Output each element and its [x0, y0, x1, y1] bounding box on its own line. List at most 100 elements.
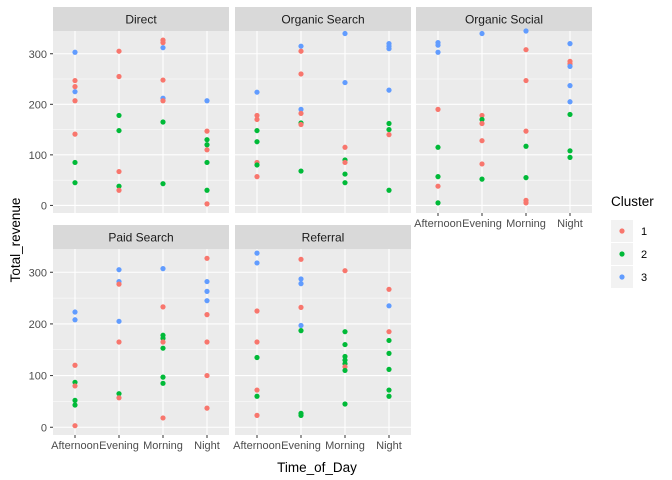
strip-label-paid-search: Paid Search — [108, 231, 173, 245]
point-organic-search-evening-cluster-1 — [298, 110, 304, 117]
strip-background — [53, 7, 229, 31]
point-referral-evening-cluster-3 — [298, 276, 304, 282]
point-referral-morning-cluster-2 — [342, 329, 348, 335]
x-tick-label-morning: Morning — [506, 218, 546, 230]
point-paid-search-morning-cluster-1 — [160, 339, 166, 345]
point-direct-afternoon-cluster-1 — [72, 131, 78, 137]
point-referral-evening-cluster-3 — [298, 322, 304, 329]
point-organic-search-evening-cluster-1 — [298, 71, 304, 77]
point-paid-search-night-cluster-3 — [204, 298, 210, 304]
x-tick-label-afternoon: Afternoon — [51, 440, 99, 452]
point-organic-social-night-cluster-2 — [567, 148, 573, 154]
y-tick-label: 300 — [29, 267, 47, 279]
x-tick-label-night: Night — [376, 440, 402, 452]
point-direct-morning-cluster-2 — [160, 181, 166, 187]
point-direct-evening-cluster-2 — [116, 127, 122, 134]
point-direct-afternoon-cluster-2 — [72, 180, 78, 186]
point-organic-search-afternoon-cluster-2 — [254, 139, 260, 145]
panel-background — [53, 249, 229, 435]
point-organic-social-afternoon-cluster-3 — [435, 42, 441, 48]
panel-background — [416, 31, 592, 213]
x-tick-label-night: Night — [557, 218, 583, 230]
x-tick-label-evening: Evening — [99, 440, 139, 452]
point-organic-search-afternoon-cluster-2 — [254, 162, 260, 168]
y-tick-label: 0 — [41, 422, 47, 434]
legend-label-1: 1 — [641, 226, 647, 238]
point-referral-night-cluster-2 — [386, 366, 392, 372]
panel-background — [235, 31, 411, 213]
point-organic-search-afternoon-cluster-3 — [254, 89, 260, 95]
point-direct-afternoon-cluster-2 — [72, 159, 78, 166]
point-organic-social-evening-cluster-3 — [479, 30, 485, 37]
point-organic-search-afternoon-cluster-2 — [254, 127, 260, 134]
point-organic-social-night-cluster-3 — [567, 63, 573, 69]
point-organic-social-night-cluster-3 — [567, 41, 573, 47]
x-tick-label-evening: Evening — [281, 440, 321, 452]
point-direct-morning-cluster-1 — [160, 98, 166, 104]
point-organic-search-morning-cluster-1 — [342, 144, 348, 150]
legend-key-2 — [619, 251, 625, 257]
point-paid-search-morning-cluster-2 — [160, 380, 166, 386]
panel-background — [235, 249, 411, 435]
legend-entry-2: 2 — [611, 243, 647, 265]
point-paid-search-night-cluster-1 — [204, 255, 210, 261]
point-paid-search-afternoon-cluster-1 — [72, 383, 78, 389]
point-paid-search-night-cluster-3 — [204, 288, 210, 294]
y-tick-label: 200 — [29, 99, 47, 111]
point-direct-night-cluster-2 — [204, 137, 210, 143]
point-referral-evening-cluster-3 — [298, 281, 304, 287]
point-organic-search-night-cluster-2 — [386, 120, 392, 127]
point-direct-evening-cluster-1 — [116, 187, 122, 193]
point-paid-search-night-cluster-3 — [204, 278, 210, 285]
point-organic-search-afternoon-cluster-1 — [254, 116, 260, 123]
point-direct-afternoon-cluster-1 — [72, 98, 78, 104]
point-direct-afternoon-cluster-1 — [72, 77, 78, 84]
strip-label-organic-search: Organic Search — [281, 13, 364, 27]
y-tick-label: 100 — [29, 371, 47, 383]
strip-background — [53, 225, 229, 249]
point-referral-morning-cluster-1 — [342, 364, 348, 370]
x-tick-label-afternoon: Afternoon — [233, 440, 281, 452]
x-tick-label-evening: Evening — [462, 218, 502, 230]
point-referral-morning-cluster-2 — [342, 401, 348, 407]
strip-label-referral: Referral — [302, 231, 345, 245]
x-axis-title: Time_of_Day — [277, 460, 357, 475]
point-organic-search-morning-cluster-3 — [342, 30, 348, 37]
point-referral-night-cluster-2 — [386, 393, 392, 399]
panel-paid-search: Paid Search 0 100 200 300 Afternoon Evening Mor… — [29, 225, 229, 452]
point-direct-morning-cluster-2 — [160, 119, 166, 125]
point-referral-morning-cluster-2 — [342, 341, 348, 348]
point-paid-search-afternoon-cluster-2 — [72, 379, 78, 385]
point-organic-social-morning-cluster-1 — [523, 128, 529, 134]
point-organic-social-afternoon-cluster-1 — [435, 106, 441, 112]
point-organic-social-afternoon-cluster-1 — [435, 183, 441, 189]
point-paid-search-afternoon-cluster-1 — [72, 423, 78, 429]
legend-entry-3: 3 — [611, 266, 647, 288]
point-direct-night-cluster-2 — [204, 159, 210, 166]
point-paid-search-evening-cluster-1 — [116, 281, 122, 287]
point-direct-night-cluster-2 — [204, 142, 210, 148]
point-direct-morning-cluster-3 — [160, 45, 166, 51]
point-direct-afternoon-cluster-3 — [72, 49, 78, 55]
point-paid-search-evening-cluster-3 — [116, 267, 122, 273]
point-paid-search-morning-cluster-2 — [160, 335, 166, 341]
panel-organic-social: Organic Social Afternoon Evening Morning Nig… — [414, 7, 592, 230]
point-paid-search-afternoon-cluster-3 — [72, 309, 78, 315]
point-organic-social-morning-cluster-1 — [523, 200, 529, 206]
point-referral-night-cluster-2 — [386, 387, 392, 393]
point-referral-night-cluster-2 — [386, 337, 392, 344]
point-organic-social-evening-cluster-2 — [479, 176, 485, 182]
point-organic-social-night-cluster-3 — [567, 83, 573, 89]
point-referral-afternoon-cluster-1 — [254, 339, 260, 345]
point-paid-search-night-cluster-1 — [204, 405, 210, 411]
point-paid-search-evening-cluster-2 — [116, 391, 122, 397]
point-organic-social-morning-cluster-1 — [523, 47, 529, 53]
point-direct-evening-cluster-1 — [116, 48, 122, 54]
point-referral-evening-cluster-1 — [298, 256, 304, 262]
point-paid-search-night-cluster-1 — [204, 372, 210, 379]
panel-direct: Direct 0 100 200 300 — [29, 7, 229, 213]
point-direct-morning-cluster-1 — [160, 40, 166, 46]
point-organic-social-evening-cluster-1 — [479, 112, 485, 119]
point-referral-night-cluster-1 — [386, 329, 392, 335]
point-organic-social-afternoon-cluster-2 — [435, 144, 441, 150]
